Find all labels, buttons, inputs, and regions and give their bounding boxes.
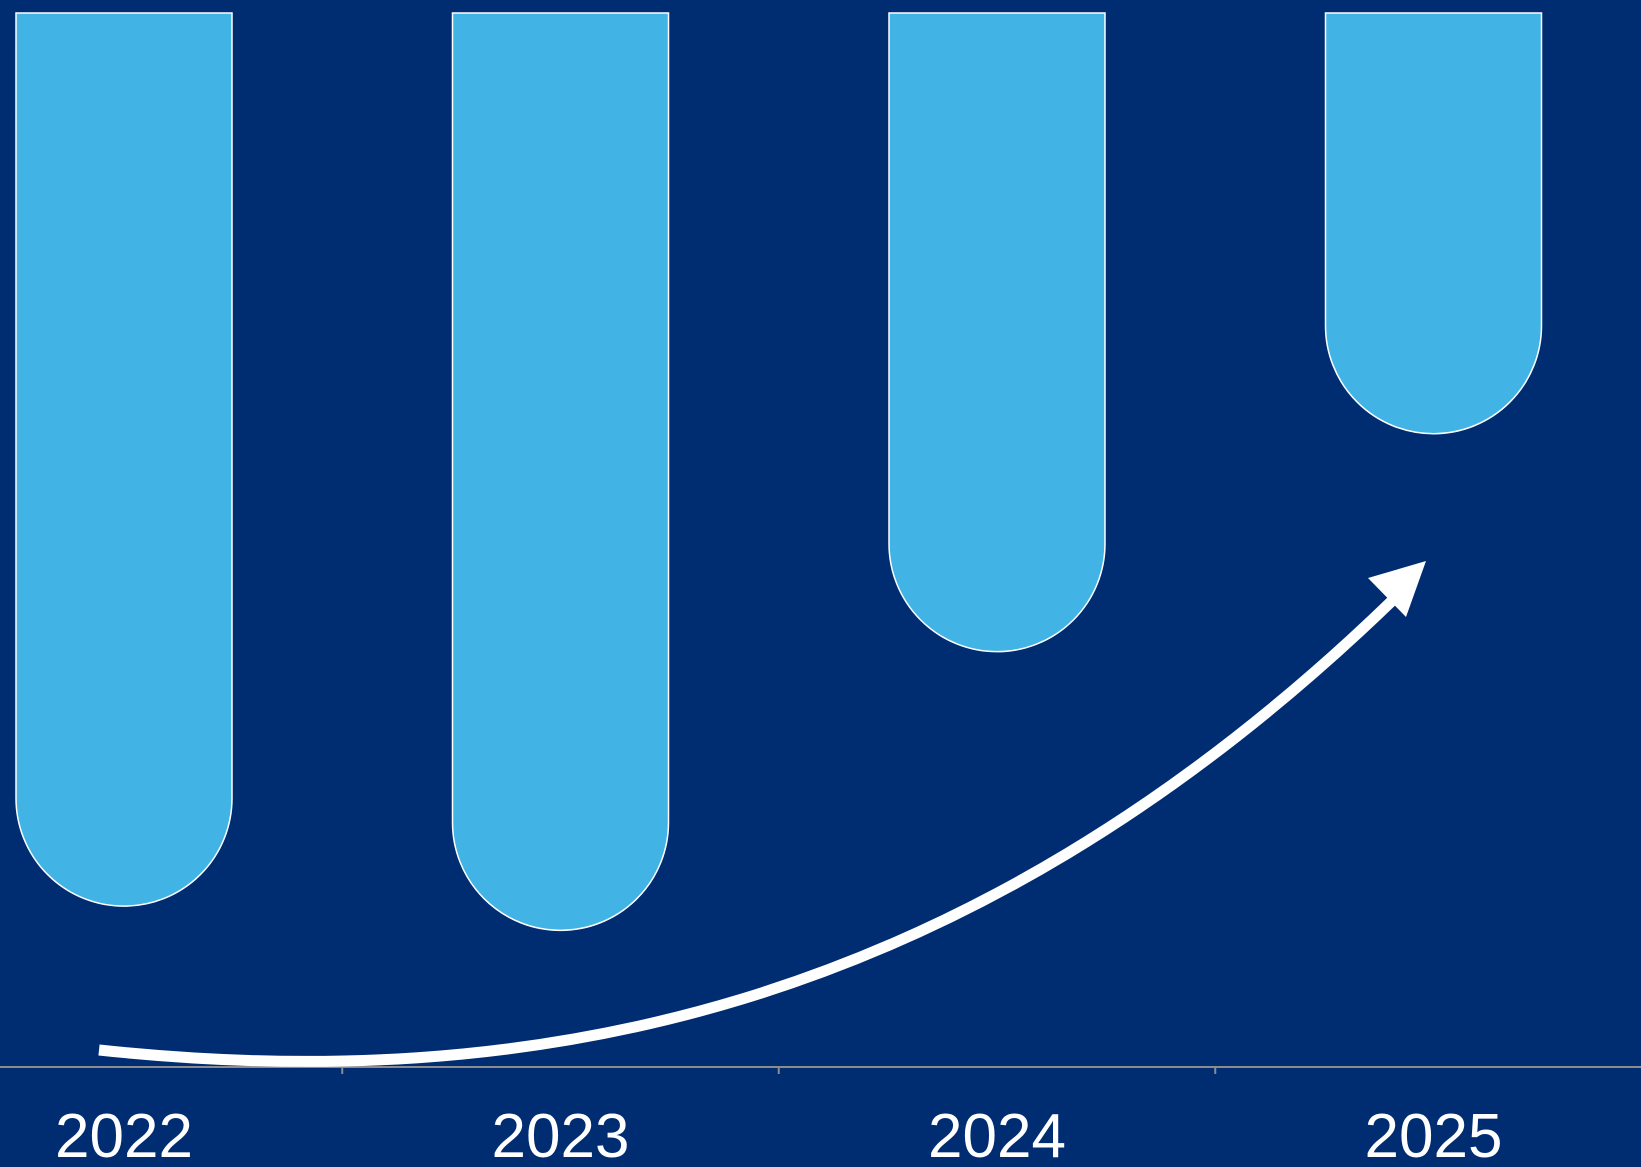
trend-arrow xyxy=(98,561,1426,1067)
x-axis-ticks xyxy=(341,1067,1217,1074)
bar-2024 xyxy=(888,12,1106,653)
x-axis-labels: 2022 2023 2024 2025 xyxy=(55,1102,1502,1167)
trend-arrow-head xyxy=(1368,561,1426,617)
x-tick-label-2024: 2024 xyxy=(928,1102,1066,1167)
bar-2023 xyxy=(451,12,670,932)
x-tick-label-2023: 2023 xyxy=(492,1102,630,1167)
bar-2022 xyxy=(15,12,233,907)
trend-arrow-curve xyxy=(98,594,1399,1067)
x-tick-label-2025: 2025 xyxy=(1365,1102,1503,1167)
x-tick-label-2022: 2022 xyxy=(55,1102,193,1167)
bar-2025 xyxy=(1324,12,1543,435)
bars-group xyxy=(15,12,1543,932)
